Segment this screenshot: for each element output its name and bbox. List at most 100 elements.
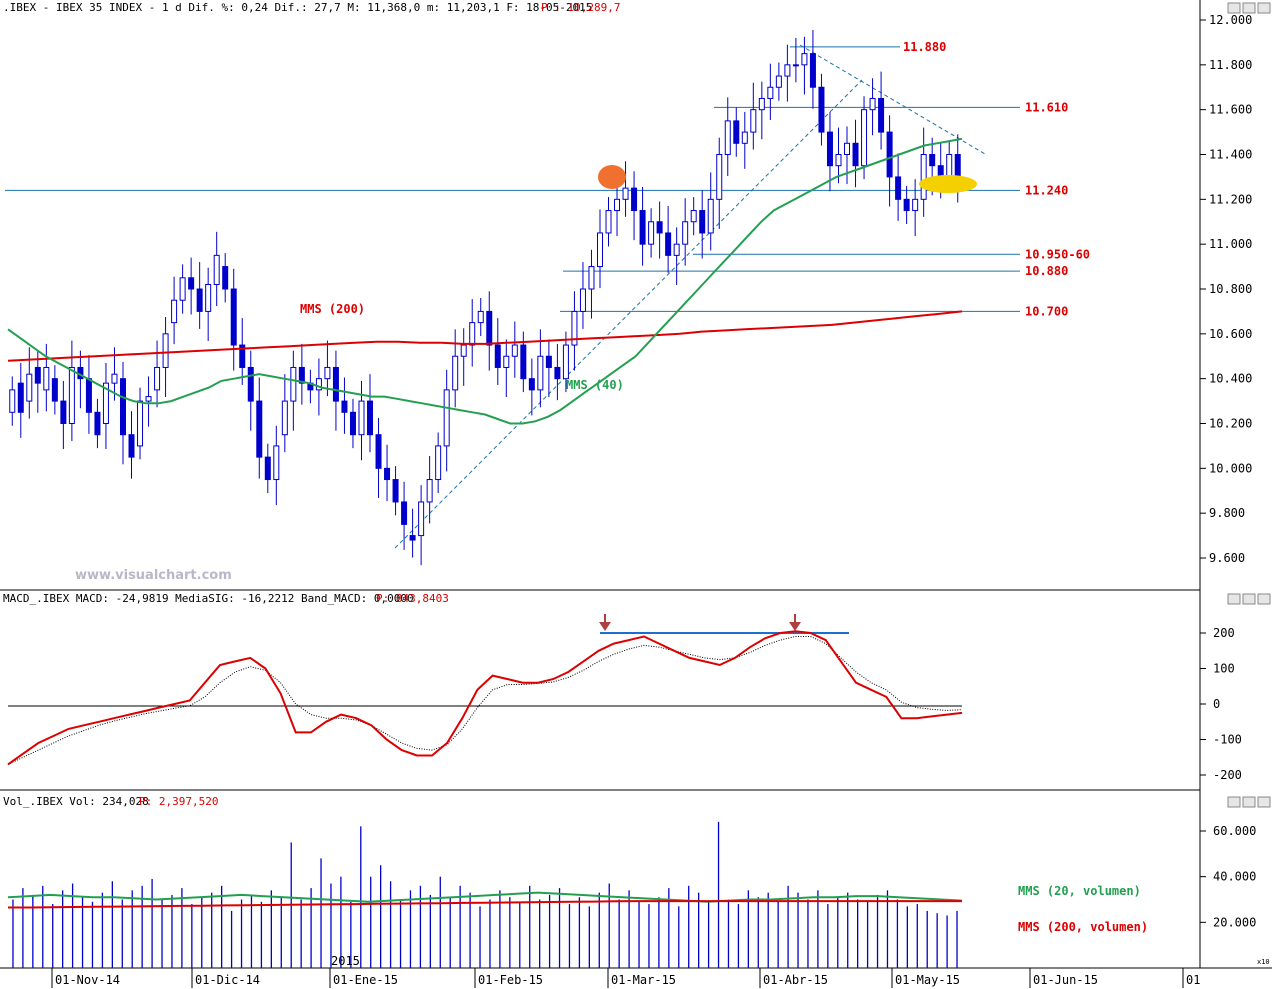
candle-body xyxy=(34,366,41,384)
candle-body xyxy=(861,109,868,167)
watermark: www.visualchart.com xyxy=(75,568,232,583)
corner-label: x10 xyxy=(1257,958,1270,966)
candle-body xyxy=(128,434,135,458)
candle-body xyxy=(699,210,706,234)
candle-body xyxy=(920,154,927,200)
candle-body xyxy=(401,501,408,525)
candle-body xyxy=(111,373,118,384)
candle-body xyxy=(520,344,527,380)
macd-pane-controls[interactable] xyxy=(1227,593,1271,605)
x-tick-label: 01-Dic-14 xyxy=(195,973,260,987)
candle-body xyxy=(903,198,910,212)
yellow-highlight-marker xyxy=(919,175,977,193)
price-pane-controls[interactable] xyxy=(1227,2,1271,14)
candle-body xyxy=(341,400,348,413)
candle-body xyxy=(707,198,714,234)
candle-body xyxy=(384,467,391,481)
macd-peak-arrow-1 xyxy=(599,614,611,631)
x-tick-label: 01-Mar-15 xyxy=(611,973,676,987)
x-tick-label: 01-Abr-15 xyxy=(763,973,828,987)
price-y-tick: 11.800 xyxy=(1209,58,1252,72)
level-label: 11.880 xyxy=(903,40,946,54)
candle-body xyxy=(418,501,425,537)
candle-body xyxy=(94,411,101,436)
candle-body xyxy=(733,120,740,144)
candle-body xyxy=(886,131,893,178)
price-y-tick: 10.600 xyxy=(1209,327,1252,341)
candle-body xyxy=(324,366,331,380)
candle-body xyxy=(639,210,646,245)
candle-body xyxy=(716,154,723,200)
candle-body xyxy=(349,411,356,436)
candle-body xyxy=(579,288,586,312)
macd-y-tick: 100 xyxy=(1213,662,1235,676)
price-y-tick: 11.400 xyxy=(1209,148,1252,162)
vol-header-value: P: 2,397,520 xyxy=(139,795,218,808)
candle-body xyxy=(571,310,578,346)
price-y-tick: 9.600 xyxy=(1209,551,1245,565)
candle-body xyxy=(426,479,433,503)
price-y-tick: 12.000 xyxy=(1209,13,1252,27)
price-header-value: P : 10,289,7 xyxy=(541,1,620,14)
candle-body xyxy=(511,344,518,357)
candle-body xyxy=(179,277,186,301)
candle-body xyxy=(452,355,459,391)
candle-body xyxy=(596,232,603,268)
candle-body xyxy=(239,344,246,368)
x-tick-label: 01-May-15 xyxy=(895,973,960,987)
candle-body xyxy=(205,284,212,312)
candle-body xyxy=(682,221,689,245)
trendlines xyxy=(394,44,986,549)
x-tick-label: 01-Nov-14 xyxy=(55,973,120,987)
candle-body xyxy=(315,378,322,391)
candle-body xyxy=(954,154,961,178)
macd-y-tick: 200 xyxy=(1213,626,1235,640)
candle-body xyxy=(60,400,67,425)
orange-highlight-marker xyxy=(598,165,626,189)
candle-body xyxy=(154,366,161,391)
volume-y-tick: 60.000 xyxy=(1213,824,1256,838)
macd-y-tick: -200 xyxy=(1213,768,1242,782)
candle-body xyxy=(537,355,544,391)
candle-body xyxy=(264,456,271,481)
candle-body xyxy=(358,400,365,436)
vol-pane-controls[interactable] xyxy=(1227,796,1271,808)
year-label: 2015 xyxy=(331,954,360,968)
candle-body xyxy=(792,64,799,67)
candle-body xyxy=(230,288,237,346)
candle-body xyxy=(51,378,58,402)
macd-header: MACD_.IBEX MACD: -24,9819 MediaSIG: -16,… xyxy=(3,592,414,605)
candle-body xyxy=(648,221,655,245)
candle-body xyxy=(460,344,467,357)
candle-body xyxy=(247,366,254,402)
candle-body xyxy=(673,243,680,256)
candle-body xyxy=(162,333,169,368)
candle-body xyxy=(631,187,638,212)
candle-body xyxy=(690,210,697,223)
volume-y-tick: 20.000 xyxy=(1213,915,1256,929)
candle-body xyxy=(545,355,552,368)
candle-body xyxy=(929,154,936,167)
macd-line xyxy=(7,630,963,766)
candle-body xyxy=(758,97,765,111)
candle-body xyxy=(801,53,808,66)
candle-body xyxy=(290,366,297,402)
candle-body xyxy=(443,389,450,447)
candle-body xyxy=(222,266,229,290)
candle-body xyxy=(273,445,280,481)
candle-body xyxy=(741,131,748,144)
candle-body xyxy=(392,479,399,503)
volume-sma200-line xyxy=(8,900,962,909)
candle-body xyxy=(588,266,595,290)
candle-body xyxy=(409,535,416,541)
volume-sma20-line xyxy=(7,891,963,903)
candle-body xyxy=(332,366,339,402)
candle-body xyxy=(256,400,263,458)
candle-body xyxy=(367,400,374,436)
candle-body xyxy=(26,373,33,402)
level-label: 10.700 xyxy=(1025,304,1068,318)
price-header: .IBEX - IBEX 35 INDEX - 1 d Dif. %: 0,24… xyxy=(3,1,592,14)
candle-body xyxy=(375,434,382,469)
candle-body xyxy=(188,277,195,290)
candle-body xyxy=(17,382,24,413)
